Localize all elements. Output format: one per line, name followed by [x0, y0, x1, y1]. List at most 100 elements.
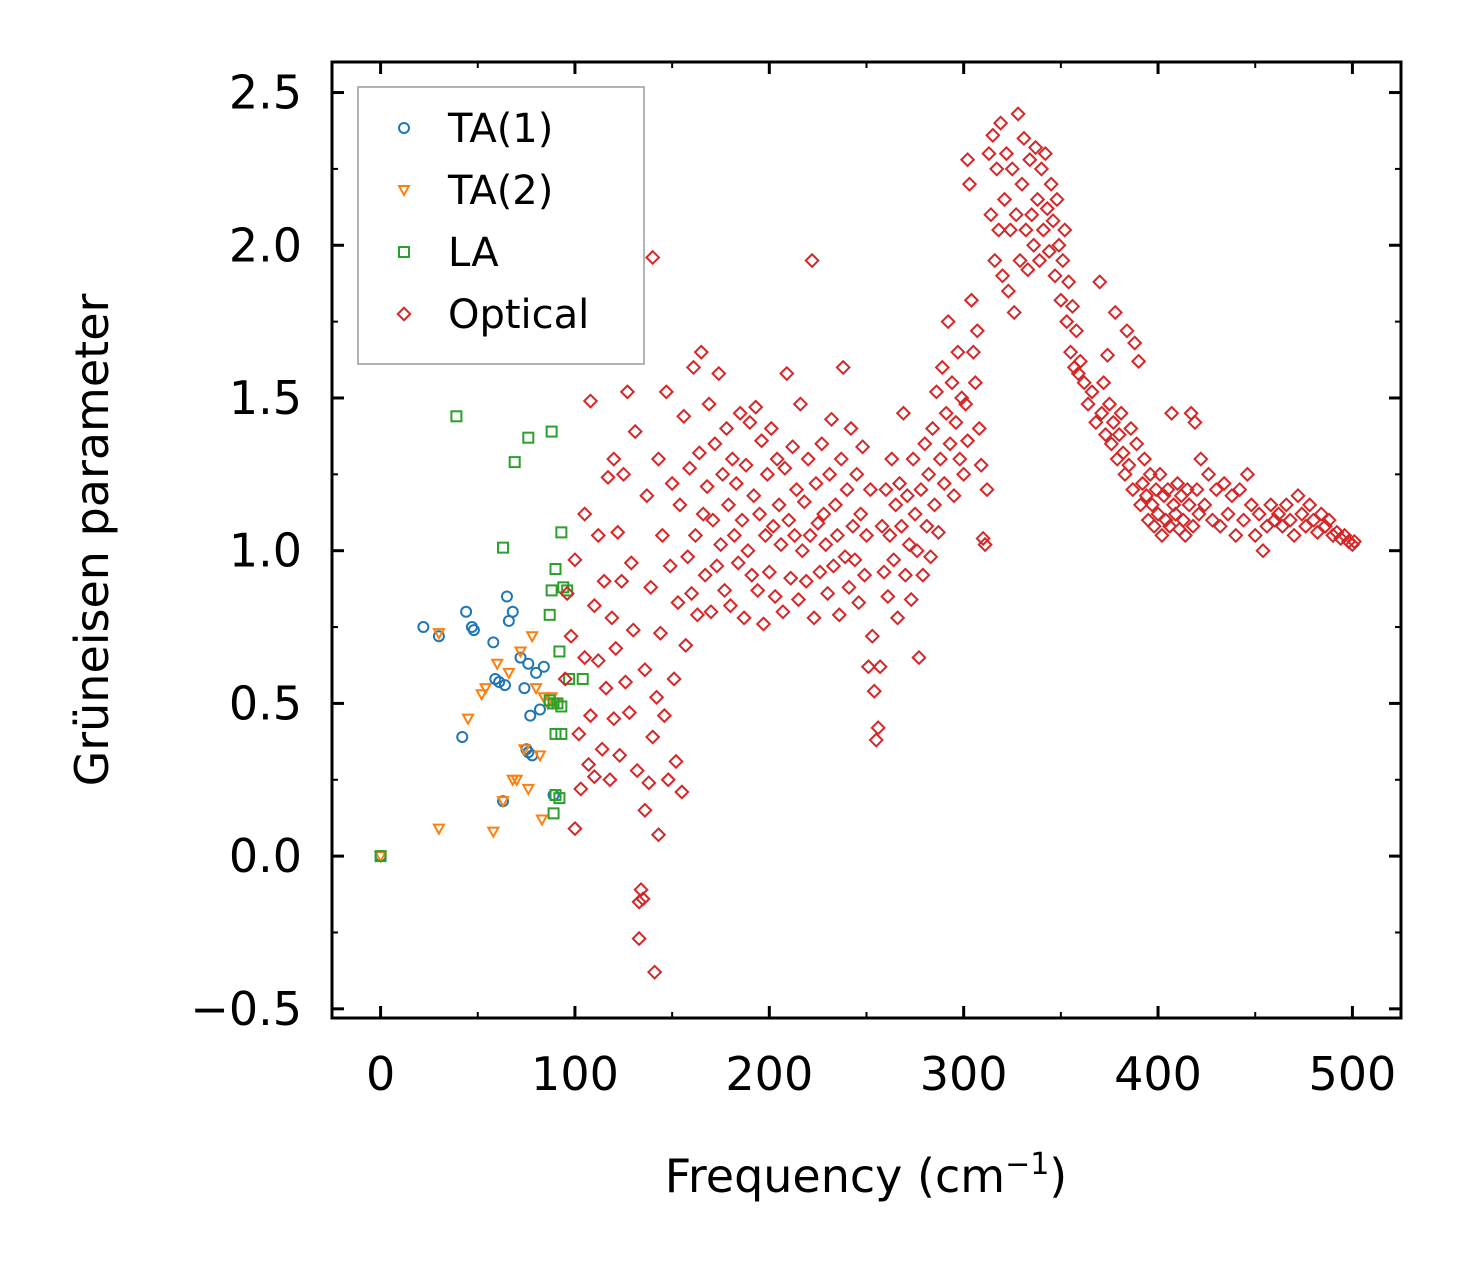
data-point	[950, 344, 966, 360]
data-point	[680, 549, 696, 565]
data-point	[872, 659, 888, 675]
data-point	[683, 585, 700, 602]
data-point	[798, 573, 814, 589]
data-point	[606, 451, 622, 467]
data-point	[693, 344, 709, 360]
data-point	[1060, 274, 1077, 290]
data-point	[563, 628, 579, 644]
data-point	[1129, 436, 1145, 452]
data-point	[769, 451, 785, 467]
data-point	[645, 249, 661, 266]
data-point	[748, 399, 764, 415]
data-point	[954, 390, 970, 406]
data-point	[1105, 414, 1122, 431]
data-point	[985, 127, 1001, 143]
data-point	[635, 891, 651, 907]
data-point	[627, 423, 643, 440]
data-point	[493, 676, 506, 689]
data-point	[701, 396, 717, 412]
data-point	[1162, 518, 1178, 534]
data-point	[1051, 237, 1067, 253]
data-point	[1006, 304, 1022, 321]
data-point	[804, 252, 820, 269]
data-point	[946, 488, 962, 504]
data-point	[796, 494, 812, 510]
data-point	[590, 527, 606, 544]
data-point	[792, 396, 809, 412]
data-point	[887, 497, 904, 513]
data-point	[851, 594, 867, 611]
data-point	[1193, 451, 1209, 467]
data-point	[1301, 497, 1318, 513]
data-point	[1175, 512, 1191, 528]
x-tick-label: 200	[725, 1047, 813, 1101]
data-point	[1154, 527, 1170, 544]
data-point	[1055, 252, 1071, 269]
data-point	[1266, 512, 1283, 528]
data-point	[598, 680, 614, 696]
data-point	[1127, 335, 1143, 351]
data-point	[545, 584, 558, 597]
data-point	[977, 536, 993, 553]
data-point	[586, 598, 603, 614]
data-point	[1113, 405, 1129, 421]
data-point	[998, 145, 1015, 162]
data-point	[577, 506, 593, 522]
data-point	[506, 605, 519, 618]
data-point	[983, 207, 999, 223]
legend-marker	[396, 306, 412, 322]
axis-ticks	[332, 62, 1401, 1018]
data-point	[942, 436, 958, 452]
data-point	[1014, 176, 1030, 192]
data-point	[1270, 506, 1287, 522]
data-point	[979, 481, 995, 498]
data-point	[496, 796, 510, 809]
data-point	[1150, 506, 1166, 522]
data-point	[901, 536, 917, 553]
data-point	[533, 750, 547, 763]
data-point	[856, 567, 873, 583]
data-point	[1053, 292, 1069, 308]
x-axis-label-text: Frequency (cm	[665, 1149, 1005, 1203]
data-point	[573, 781, 589, 797]
data-point	[1115, 445, 1131, 461]
y-tick-label: 2.0	[229, 218, 302, 272]
data-point	[650, 451, 667, 467]
series-optical	[557, 106, 1363, 980]
data-point	[1336, 527, 1353, 544]
data-point	[1123, 420, 1139, 437]
data-point	[707, 436, 723, 452]
data-point	[1286, 527, 1302, 544]
data-point	[529, 683, 543, 696]
legend: TA(1) TA(2) LA Optical	[357, 86, 645, 365]
data-point	[1088, 414, 1104, 431]
data-point	[1325, 527, 1341, 544]
data-point	[837, 549, 853, 565]
data-point	[866, 683, 882, 699]
data-point	[432, 628, 446, 641]
data-point	[835, 359, 851, 376]
data-point	[973, 457, 989, 473]
data-point	[508, 456, 521, 469]
data-point	[773, 536, 789, 553]
data-point	[711, 365, 727, 382]
data-point	[611, 747, 628, 763]
data-point	[555, 727, 568, 740]
data-point	[553, 792, 566, 805]
data-point	[806, 610, 822, 626]
data-point	[631, 894, 647, 910]
data-point	[639, 488, 655, 504]
data-point	[841, 579, 857, 596]
data-point	[1263, 497, 1279, 513]
data-point	[1239, 466, 1256, 482]
data-point	[1043, 176, 1059, 192]
data-point	[461, 713, 475, 726]
data-point	[724, 451, 741, 467]
data-point	[705, 512, 721, 528]
data-point	[1177, 527, 1193, 544]
data-point	[992, 115, 1009, 131]
data-point	[849, 466, 865, 482]
data-point	[1294, 506, 1310, 522]
data-point	[994, 268, 1011, 284]
